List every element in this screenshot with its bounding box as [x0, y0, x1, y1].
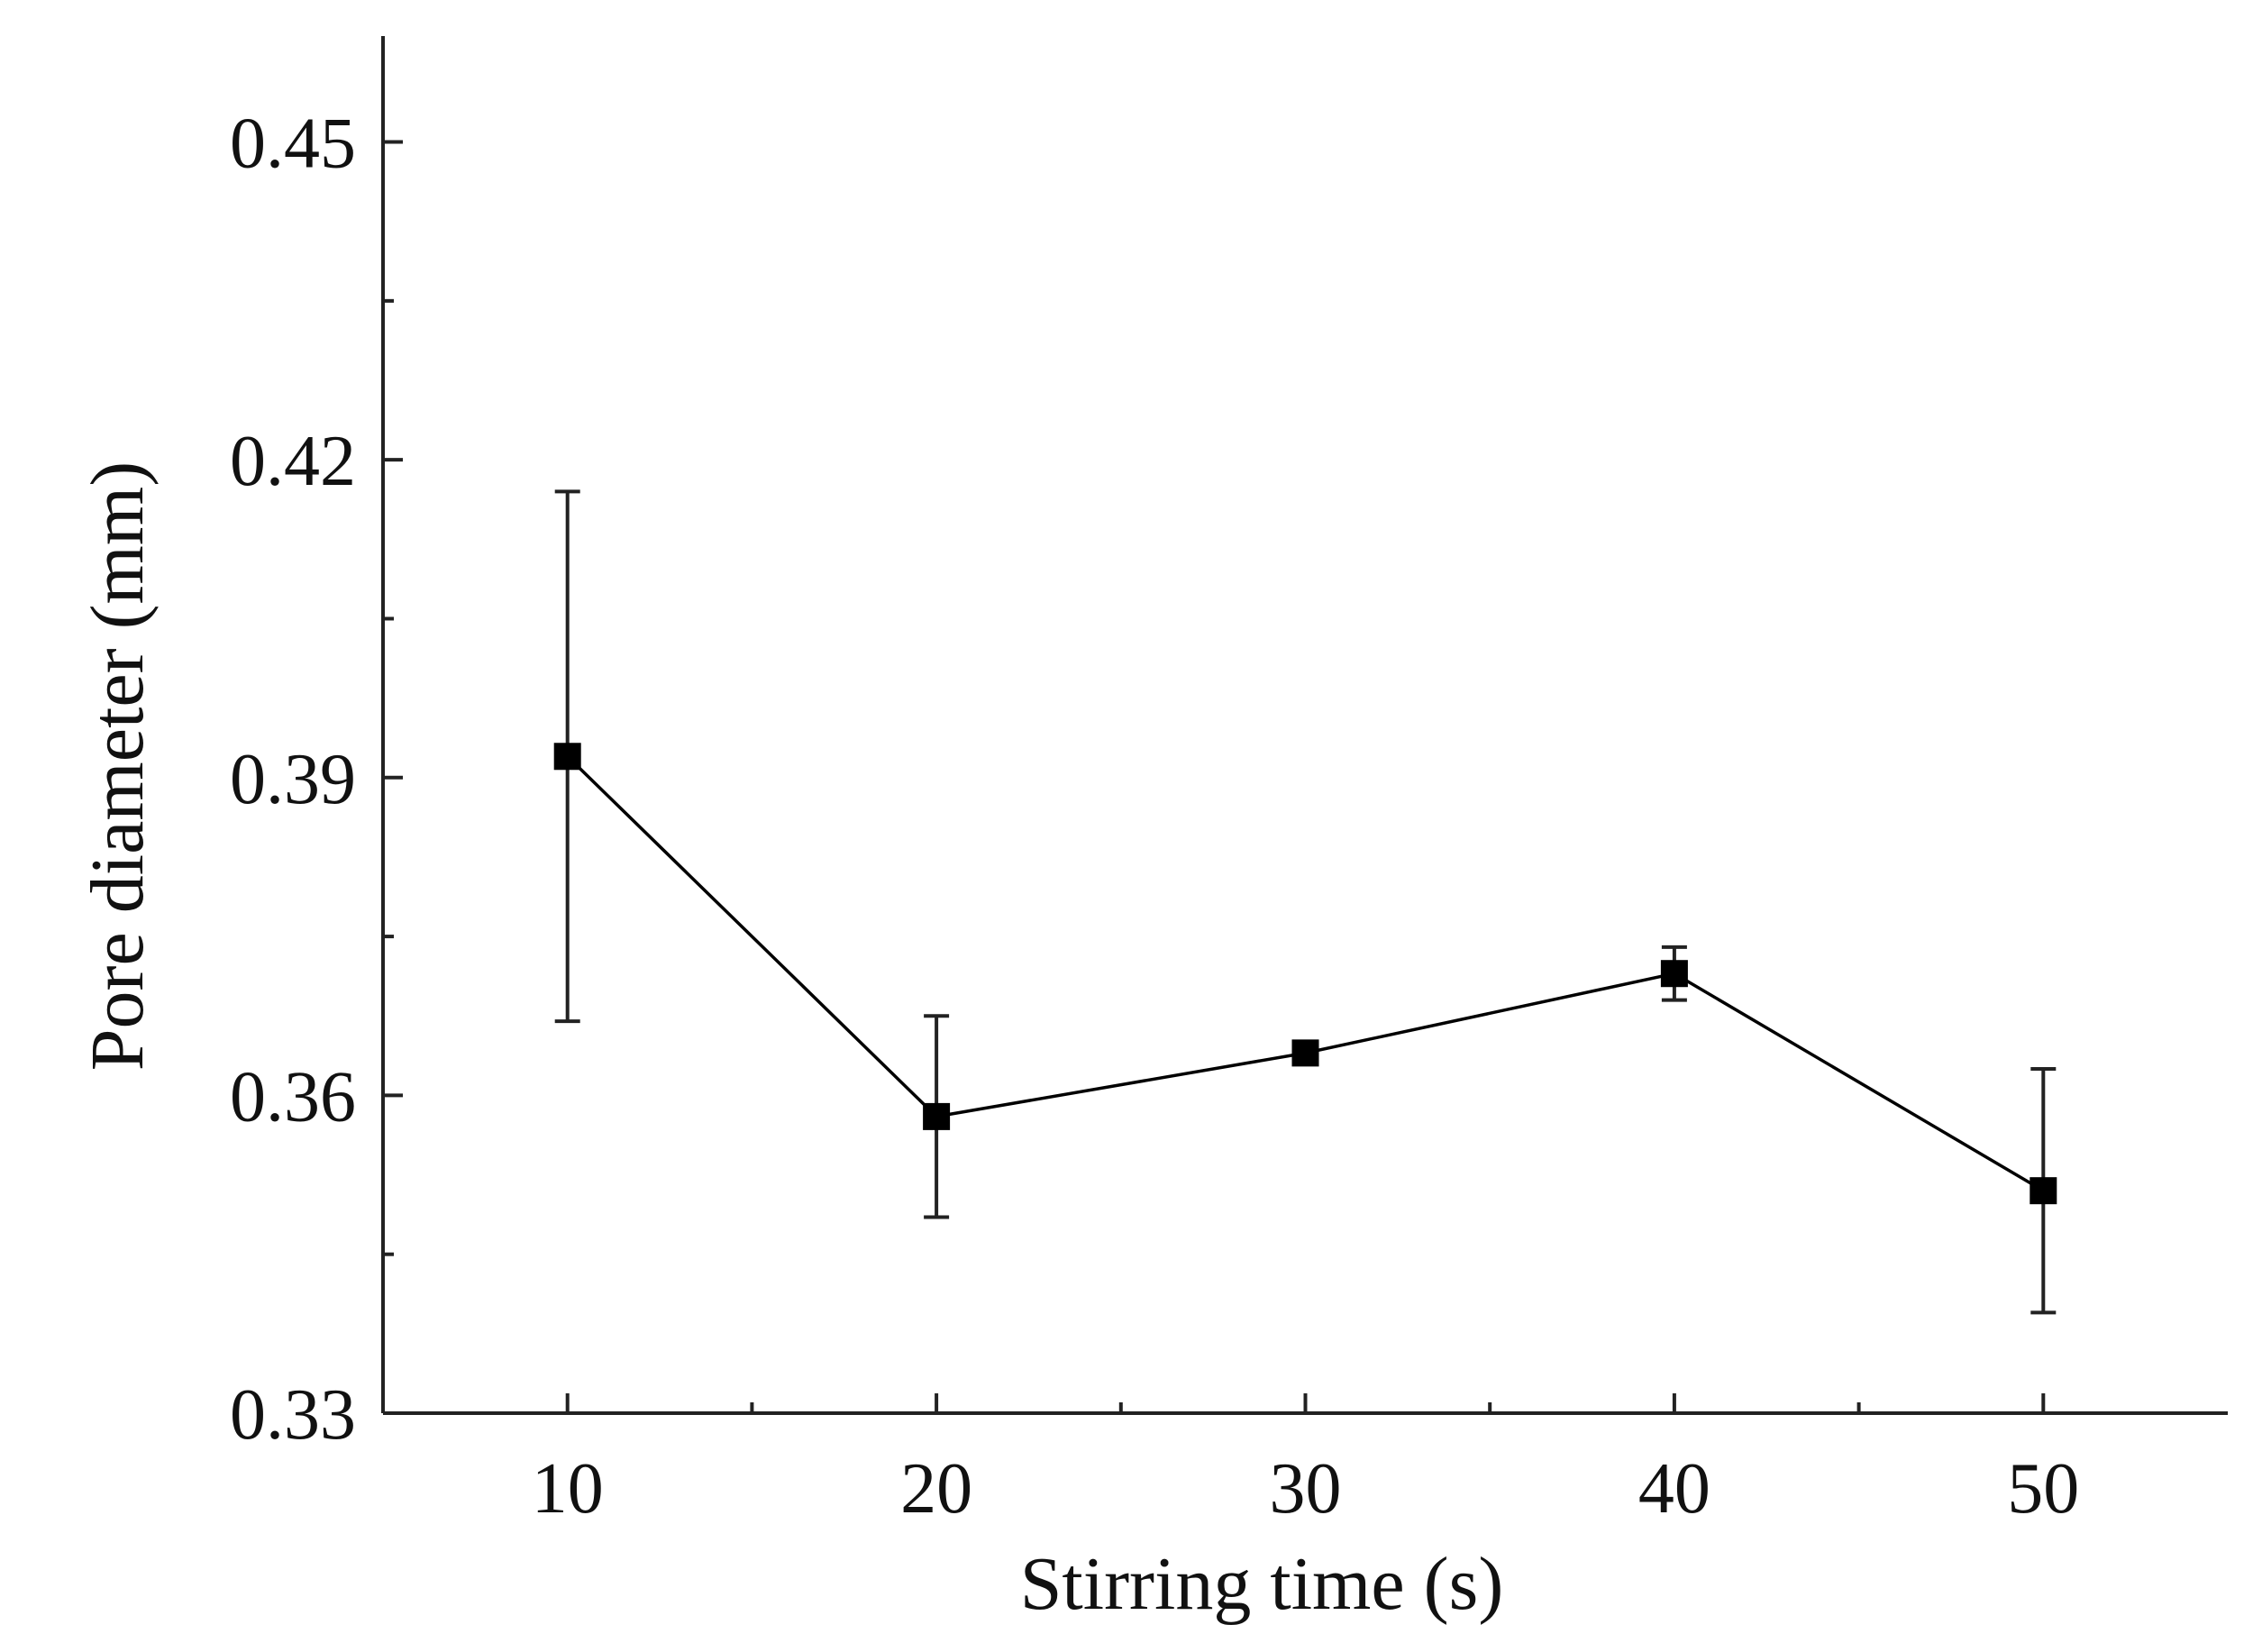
- data-point: [553, 743, 581, 771]
- series-line-group: [566, 755, 2045, 1192]
- x-tick-label: 50: [2007, 1449, 2079, 1529]
- error-bars: [554, 489, 2057, 1315]
- y-axis-title: Pore diameter (mm): [76, 461, 160, 1071]
- x-tick-label: 30: [1270, 1449, 1342, 1529]
- axes: [381, 36, 2228, 1415]
- data-point: [923, 1102, 951, 1130]
- series-line: [566, 755, 2045, 1192]
- data-point: [1660, 960, 1688, 988]
- data-markers: [553, 743, 2057, 1205]
- data-point: [1291, 1039, 1319, 1067]
- y-tick-label: 0.36: [230, 1057, 356, 1136]
- x-tick-label: 40: [1638, 1449, 1710, 1529]
- data-point: [2030, 1177, 2057, 1205]
- x-axis-title: Stirring time (s): [1020, 1542, 1504, 1626]
- x-tick-label: 20: [900, 1449, 972, 1529]
- ticks: 10 20 30 40 50 0.33 0.36 0.39 0.42 0.45: [230, 105, 2079, 1529]
- y-tick-label: 0.39: [230, 740, 356, 819]
- y-tick-label: 0.33: [230, 1375, 356, 1455]
- y-tick-label: 0.42: [230, 422, 356, 501]
- y-tick-label: 0.45: [230, 105, 356, 184]
- x-tick-label: 10: [532, 1449, 604, 1529]
